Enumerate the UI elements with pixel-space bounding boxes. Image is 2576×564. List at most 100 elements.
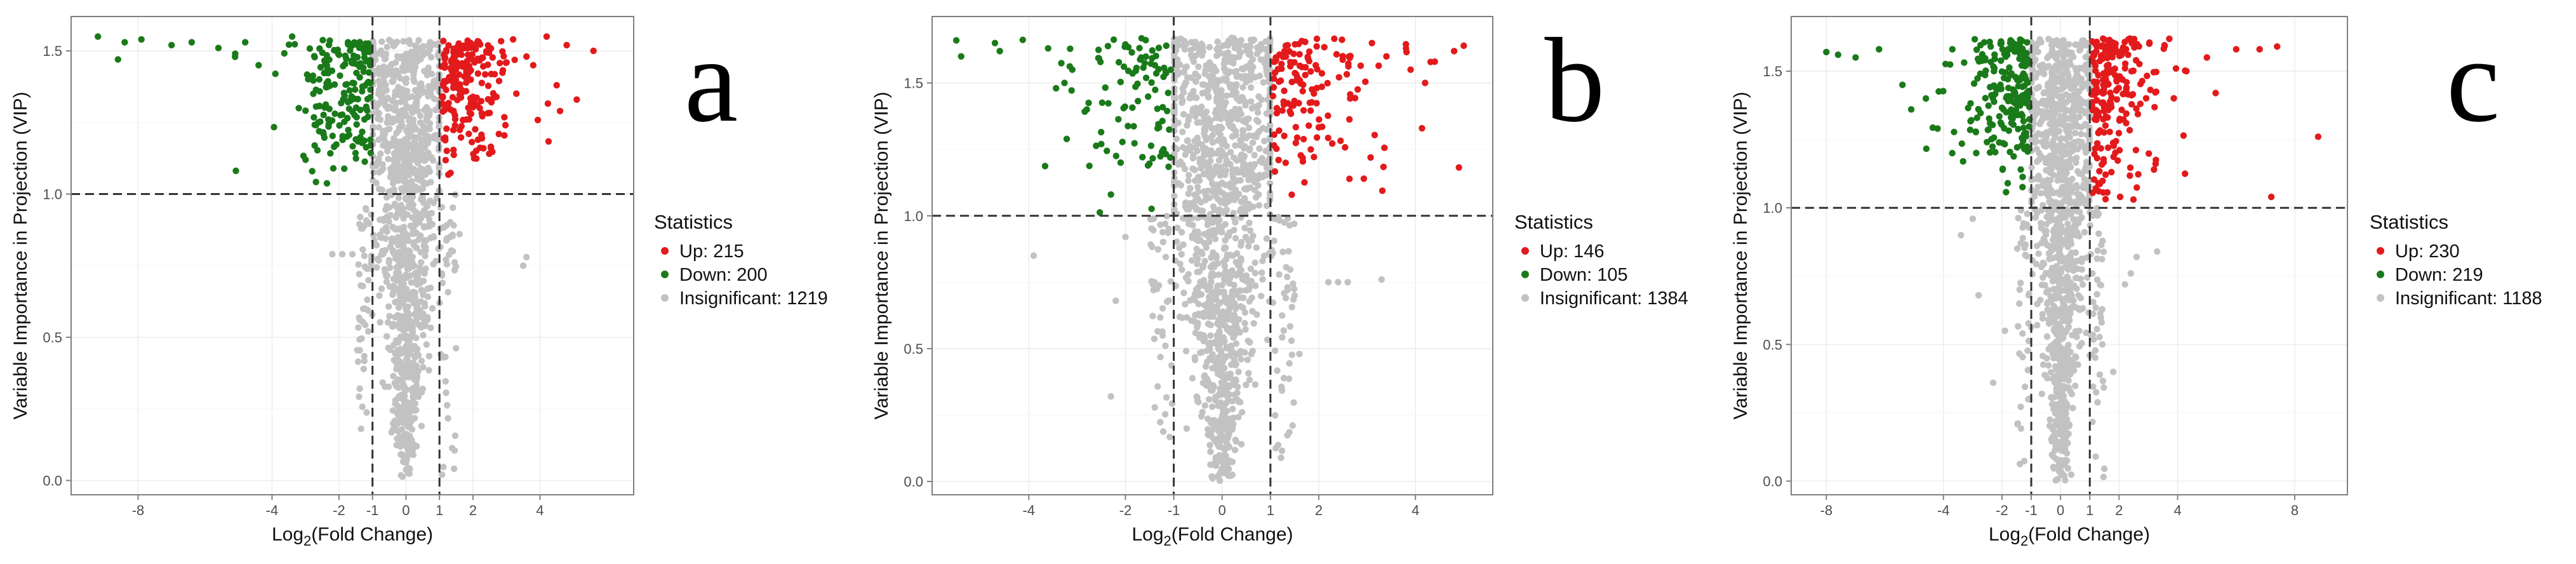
insignificant-point <box>403 178 410 185</box>
up-point <box>2134 111 2142 117</box>
insignificant-point <box>1162 253 1170 260</box>
down-point <box>319 37 326 44</box>
legend-up-key <box>661 247 669 255</box>
down-point <box>1142 53 1149 60</box>
insignificant-point <box>400 224 408 231</box>
insignificant-point <box>1232 376 1239 383</box>
y-axis-label: Variable Importance in Projection (VIP) <box>10 91 31 419</box>
down-point <box>1155 44 1163 51</box>
insignificant-point <box>2046 156 2053 163</box>
insignificant-point <box>410 152 417 159</box>
insignificant-point <box>2065 150 2072 158</box>
insignificant-point <box>1217 385 1224 393</box>
insignificant-point <box>409 258 416 265</box>
insignificant-point <box>2072 224 2079 231</box>
insignificant-point <box>1231 360 1238 367</box>
insignificant-point <box>442 378 449 385</box>
insignificant-point <box>2059 327 2067 334</box>
insignificant-point <box>2065 430 2072 438</box>
legend-down-key <box>661 271 669 278</box>
insignificant-point <box>373 159 381 166</box>
insignificant-point <box>1030 252 1038 259</box>
up-point <box>1407 66 1414 73</box>
insignificant-point <box>1290 399 1297 406</box>
down-point <box>1104 147 1111 154</box>
insignificant-point <box>1193 393 1201 400</box>
up-point <box>1299 158 1307 165</box>
insignificant-point <box>1278 447 1286 454</box>
insignificant-point <box>2073 154 2080 161</box>
insignificant-point <box>1217 288 1224 295</box>
up-point <box>2256 46 2263 53</box>
up-point <box>2116 116 2123 123</box>
insignificant-point <box>2062 107 2069 114</box>
insignificant-point <box>1208 254 1215 261</box>
insignificant-point <box>2064 195 2071 203</box>
up-point <box>1304 55 1312 62</box>
insignificant-point <box>1239 272 1246 279</box>
up-point <box>1276 127 1283 134</box>
up-point <box>503 59 510 66</box>
insignificant-point <box>1188 257 1196 264</box>
down-point <box>2013 74 2020 82</box>
insignificant-point <box>376 231 384 239</box>
insignificant-point <box>1255 182 1262 189</box>
insignificant-point <box>2043 333 2051 340</box>
insignificant-point <box>1234 262 1242 269</box>
down-point <box>352 104 360 111</box>
insignificant-point <box>1194 321 1201 329</box>
down-point <box>1148 205 1155 212</box>
insignificant-point <box>417 215 425 222</box>
insignificant-point <box>443 389 450 396</box>
insignificant-point <box>1206 151 1213 159</box>
insignificant-point <box>1241 224 1248 232</box>
up-point <box>462 60 469 67</box>
insignificant-point <box>2086 162 2093 169</box>
insignificant-point <box>2073 207 2080 215</box>
insignificant-point <box>1245 115 1252 123</box>
up-point <box>1302 71 1309 79</box>
down-point <box>2010 153 2017 160</box>
insignificant-point <box>1278 454 1285 461</box>
insignificant-point <box>1149 312 1156 319</box>
insignificant-point <box>2083 39 2090 46</box>
up-point <box>1378 187 1386 194</box>
plot-frame <box>931 16 1493 495</box>
up-point <box>1339 53 1346 60</box>
insignificant-point <box>1216 187 1223 194</box>
insignificant-point <box>1211 230 1218 238</box>
up-point <box>1314 65 1321 73</box>
insignificant-point <box>2045 362 2052 369</box>
insignificant-point <box>2034 48 2041 55</box>
insignificant-point <box>436 164 443 171</box>
insignificant-point <box>2017 425 2025 432</box>
up-point <box>1346 175 1353 182</box>
up-point <box>445 74 453 81</box>
up-point <box>1299 88 1306 95</box>
insignificant-point <box>2090 336 2097 343</box>
insignificant-point <box>2076 170 2083 177</box>
up-point <box>1418 124 1425 132</box>
insignificant-point <box>450 222 457 229</box>
x-tick-label: 0 <box>1218 502 1226 518</box>
insignificant-point <box>448 445 456 452</box>
legend-up-label: Up: 146 <box>1540 241 1605 262</box>
insignificant-point <box>389 224 396 231</box>
insignificant-point <box>1184 74 1191 81</box>
insignificant-point <box>359 246 366 253</box>
insignificant-point <box>2057 113 2064 120</box>
insignificant-point <box>2016 350 2023 357</box>
insignificant-point <box>1201 126 1208 133</box>
insignificant-point <box>2032 56 2039 64</box>
insignificant-point <box>1194 255 1201 262</box>
down-point <box>367 94 374 101</box>
insignificant-point <box>1218 140 1226 148</box>
down-point <box>349 143 356 150</box>
down-point <box>2022 76 2029 83</box>
insignificant-point <box>1251 259 1258 266</box>
up-point <box>509 36 517 43</box>
up-point <box>573 96 580 103</box>
insignificant-point <box>1201 114 1208 121</box>
insignificant-point <box>1255 191 1262 198</box>
up-point <box>1380 163 1387 170</box>
